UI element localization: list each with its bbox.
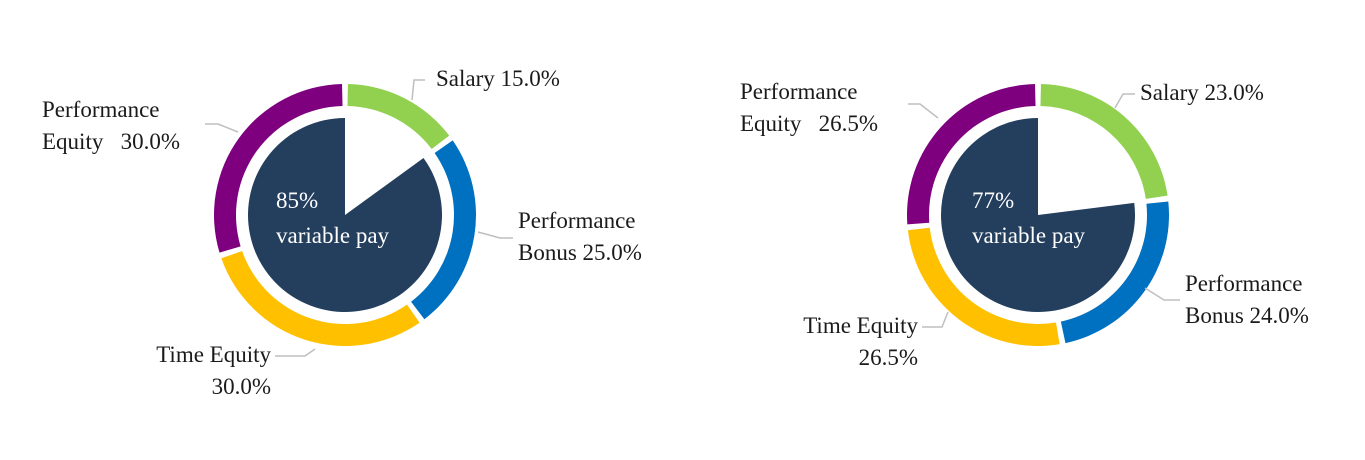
leader-line-performance-bonus: [1144, 287, 1180, 301]
donut-chart-1: 85% variable pay Salary 15.0% Performance Bo…: [42, 66, 642, 399]
leader-line-time-equity: [275, 348, 316, 357]
ring-segment-performance-bonus: [1060, 201, 1169, 344]
ring-segment-salary: [1040, 84, 1168, 199]
variable-pay-wedge: [247, 118, 442, 313]
ring-segment-performance-equity: [906, 84, 1036, 225]
data-label-salary: Salary 15.0%: [436, 66, 560, 91]
variable-pay-percent: 85%: [276, 188, 318, 213]
leader-line-performance-bonus: [477, 231, 513, 239]
ring-segment-performance-equity: [214, 84, 343, 253]
leader-line-performance-equity: [908, 103, 939, 119]
ring-segment-performance-bonus: [411, 140, 477, 320]
ring-segment-time-equity: [221, 251, 420, 346]
variable-pay-caption: variable pay: [276, 223, 390, 248]
data-label-time-equity: 26.5%: [859, 345, 918, 370]
data-label-performance-bonus: Performance: [1185, 271, 1303, 296]
ring-segment-time-equity: [907, 227, 1060, 346]
data-label-performance-bonus: Bonus 24.0%: [1185, 303, 1309, 328]
leader-line-time-equity: [922, 311, 949, 328]
data-label-time-equity: Time Equity: [803, 313, 918, 338]
leader-line-salary: [1114, 93, 1135, 109]
data-label-performance-equity: Equity 26.5%: [740, 111, 878, 136]
variable-pay-percent: 77%: [972, 188, 1014, 213]
donut-chart-2: 77% variable pay Salary 23.0% Performance Bo…: [740, 79, 1309, 370]
data-label-performance-bonus: Bonus 25.0%: [518, 240, 642, 265]
ring-segment-salary: [347, 84, 450, 149]
data-label-salary: Salary 23.0%: [1140, 80, 1264, 105]
leader-line-salary: [411, 79, 425, 101]
data-label-performance-bonus: Performance: [518, 208, 636, 233]
variable-pay-wedge: [941, 118, 1135, 312]
data-label-performance-equity: Performance: [740, 79, 858, 104]
data-label-performance-equity: Equity 30.0%: [42, 129, 180, 154]
variable-pay-caption: variable pay: [972, 223, 1086, 248]
data-label-time-equity: Time Equity: [156, 342, 271, 367]
data-label-time-equity: 30.0%: [212, 374, 271, 399]
data-label-performance-equity: Performance: [42, 97, 160, 122]
leader-line-performance-equity: [205, 123, 239, 133]
